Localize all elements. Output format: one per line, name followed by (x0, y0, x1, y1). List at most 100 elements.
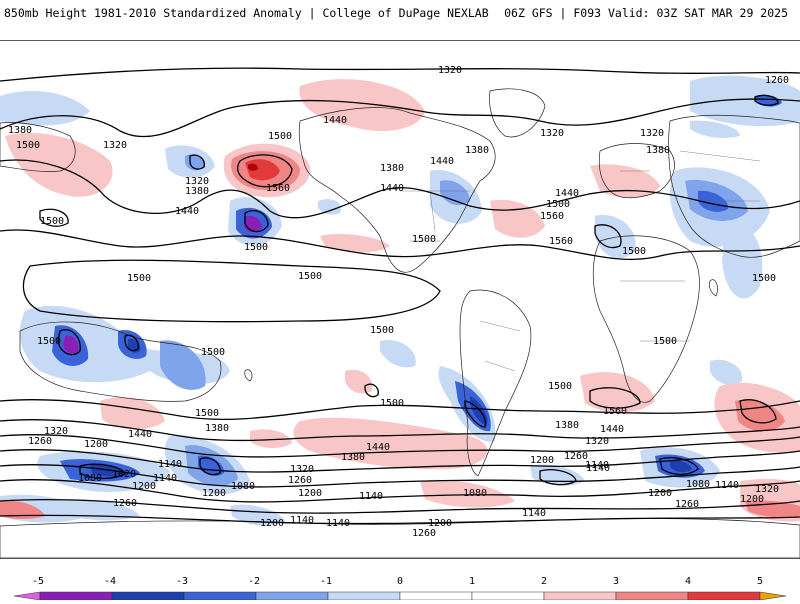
run-info: 06Z GFS | F093 Valid: 03Z SAT MAR 29 202… (504, 6, 788, 20)
colorbar-tick-label: -4 (104, 576, 116, 587)
colorbar-ticks: -5 -4 -3 -2 -1 0 1 2 3 4 5 (32, 576, 763, 587)
contour-label: 1080 (78, 473, 102, 484)
contour-label: 1080 (463, 488, 487, 499)
contour-label: 1260 (28, 436, 52, 447)
colorbar-segment (256, 592, 328, 600)
contour-label: 1140 (522, 508, 546, 519)
contour-label: 1440 (323, 115, 347, 126)
colorbar-tick-label: 0 (397, 576, 403, 587)
contour-label: 1200 (84, 439, 108, 450)
contour-label: 1440 (430, 156, 454, 167)
contour-label: 1500 (298, 271, 322, 282)
colorbar-segment (400, 592, 472, 600)
contour-label: 1500 (195, 408, 219, 419)
contour-label: 1500 (548, 381, 572, 392)
contour-label: 1380 (555, 420, 579, 431)
contour-label: 1140 (585, 460, 609, 471)
contour-label: 1500 (412, 234, 436, 245)
contour-label: 1020 (112, 469, 136, 480)
contour-label: 1200 (298, 488, 322, 499)
contour-label: 1500 (16, 140, 40, 151)
contour-label: 1260 (412, 528, 436, 539)
contour-label: 1440 (555, 188, 579, 199)
contour-label: 1320 (438, 65, 462, 76)
colorbar-segment (112, 592, 184, 600)
contour-label: 1380 (646, 145, 670, 156)
contour-label: 1500 (244, 242, 268, 253)
contour-label: 1440 (175, 206, 199, 217)
colorbar-segment (328, 592, 400, 600)
contour-label: 1440 (366, 442, 390, 453)
contour-label: 1320 (290, 464, 314, 475)
colorbar-tick-label: -3 (176, 576, 188, 587)
contour-label: 1440 (128, 429, 152, 440)
colorbar-segment (544, 592, 616, 600)
contour-label: 1440 (600, 424, 624, 435)
contour-label: 1500 (127, 273, 151, 284)
contour-label: 1380 (465, 145, 489, 156)
contour-label: 1500 (380, 398, 404, 409)
contour-label: 1560 (549, 236, 573, 247)
colorbar-tick-label: -5 (32, 576, 44, 587)
contour-label: 1560 (603, 406, 627, 417)
contour-label: 1200 (132, 481, 156, 492)
contour-label: 1500 (653, 336, 677, 347)
contour-label: 1200 (202, 488, 226, 499)
contour-label: 1140 (290, 515, 314, 526)
contour-label: 1320 (640, 128, 664, 139)
map-canvas[interactable]: 1320 1260 1380 1500 1320 1440 1500 1560 … (0, 41, 800, 558)
contour-label: 1380 (205, 423, 229, 434)
contour-label: 1500 (37, 336, 61, 347)
contour-label: 1140 (153, 473, 177, 484)
contour-label: 1140 (359, 491, 383, 502)
colorbar-segment (472, 592, 544, 600)
contour-label: 1080 (231, 481, 255, 492)
contour-label: 1560 (266, 183, 290, 194)
colorbar-segment (40, 592, 112, 600)
colorbar-segment (688, 592, 760, 600)
colorbar-tick-label: -2 (248, 576, 260, 587)
contour-label: 1320 (103, 140, 127, 151)
contour-label: 1320 (585, 436, 609, 447)
colorbar-tick-label: 5 (757, 576, 763, 587)
contour-label: 1380 (185, 186, 209, 197)
contour-label: 1500 (268, 131, 292, 142)
contour-label: 1380 (341, 452, 365, 463)
colorbar-tick-label: 4 (685, 576, 691, 587)
contour-label: 1080 (686, 479, 710, 490)
contour-label: 1500 (546, 199, 570, 210)
colorbar-tick-label: 1 (469, 576, 475, 587)
colorbar-min-arrow (14, 592, 40, 600)
contour-label: 1200 (740, 494, 764, 505)
contour-label: 1260 (675, 499, 699, 510)
contour-label: 1500 (622, 246, 646, 257)
map-panel[interactable]: 1320 1260 1380 1500 1320 1440 1500 1560 … (0, 40, 800, 559)
contour-label: 1380 (8, 125, 32, 136)
contour-label: 1200 (648, 488, 672, 499)
contour-label: 1500 (40, 216, 64, 227)
contour-label: 1440 (380, 183, 404, 194)
colorbar-max-arrow (760, 592, 786, 600)
contour-label: 1380 (380, 163, 404, 174)
header-bar: 850mb Height 1981-2010 Standardized Anom… (0, 0, 800, 38)
colorbar-segment (616, 592, 688, 600)
colorbar-tick-label: 2 (541, 576, 547, 587)
contour-label: 1140 (715, 480, 739, 491)
colorbar-segments (14, 592, 786, 600)
colorbar-tick-label: -1 (320, 576, 332, 587)
contour-label: 1500 (370, 325, 394, 336)
contour-label: 1200 (530, 455, 554, 466)
contour-label: 1500 (201, 347, 225, 358)
colorbar-graphic: -5 -4 -3 -2 -1 0 1 2 3 4 5 (0, 572, 800, 600)
colorbar-segment (184, 592, 256, 600)
contour-label: 1500 (752, 273, 776, 284)
contour-label: 1140 (326, 518, 350, 529)
map-title: 850mb Height 1981-2010 Standardized Anom… (4, 6, 489, 20)
contour-label: 1560 (540, 211, 564, 222)
colorbar-tick-label: 3 (613, 576, 619, 587)
contour-label: 1140 (158, 459, 182, 470)
contour-label: 1260 (765, 75, 789, 86)
contour-label: 1320 (540, 128, 564, 139)
contour-label: 1200 (260, 518, 284, 529)
contour-label: 1260 (113, 498, 137, 509)
